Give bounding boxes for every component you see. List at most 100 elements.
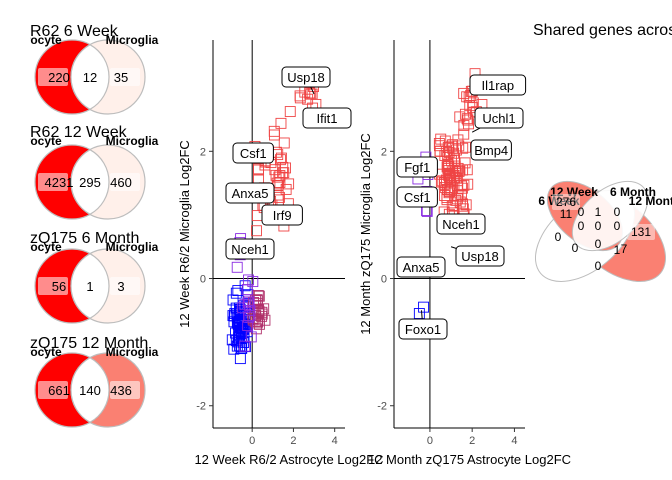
data-point [278, 167, 290, 179]
set-label: 6 Week [538, 194, 579, 208]
data-point [236, 332, 248, 344]
data-point [234, 353, 246, 365]
set-label: 12 Week [550, 185, 598, 199]
data-point [458, 119, 470, 131]
gene-name: Csf1 [240, 146, 267, 161]
gene-label: Foxo1 [398, 310, 448, 340]
gene-label: Nceh1 [436, 213, 486, 235]
data-point [244, 310, 256, 322]
venn-right-label: Microglia [106, 345, 159, 359]
x-axis-label: 12 Week R6/2 Astrocyte Log2FC [194, 452, 383, 467]
data-point [278, 137, 290, 149]
data-point [449, 172, 461, 183]
region-count: 131 [631, 225, 651, 239]
data-point [252, 210, 263, 222]
region-count: 0 [555, 230, 562, 244]
label-box [225, 238, 275, 260]
label-box [261, 204, 303, 226]
data-point [284, 106, 296, 118]
venn-right-count: 460 [110, 175, 132, 190]
data-point [463, 91, 475, 103]
region-count: 0 [614, 219, 621, 233]
y-tick-label: 0 [200, 274, 206, 286]
gene-name: Il1rap [482, 78, 515, 93]
region-count: 0 [578, 205, 585, 219]
y-tick-label: 2 [381, 146, 387, 158]
venn-intersection [70, 43, 110, 111]
data-point [280, 183, 292, 195]
gene-label: Fgf1 [396, 156, 438, 178]
venn-left-count: 220 [48, 70, 70, 85]
data-point [228, 316, 240, 328]
venn-left-label: Astrocyte [6, 134, 62, 148]
data-point [269, 129, 280, 141]
data-point [252, 163, 264, 175]
gene-label: Anxa5 [396, 256, 446, 278]
x-tick-label: 0 [427, 435, 433, 447]
venn-right-label: Microglia [106, 134, 159, 148]
label-box [225, 182, 275, 204]
data-point [247, 276, 259, 288]
data-point [283, 178, 295, 190]
region-count: 1 [614, 243, 621, 257]
gene-label: Bmp4 [470, 139, 512, 161]
data-point [460, 199, 472, 211]
gene-name: Foxo1 [405, 322, 441, 337]
y-tick-label: 0 [381, 274, 387, 286]
gene-name: Nceh1 [231, 242, 269, 257]
data-point [461, 113, 473, 125]
data-point [235, 341, 247, 353]
gene-label: Csf1 [396, 186, 438, 208]
data-point [441, 161, 453, 173]
x-tick-label: 2 [469, 435, 475, 447]
data-point [234, 316, 246, 328]
gene-name: Bmp4 [474, 143, 508, 158]
data-point [454, 196, 466, 208]
venn-intersection [70, 252, 110, 320]
data-point [457, 164, 469, 176]
data-point [460, 141, 471, 153]
region-count: 276 [556, 195, 576, 209]
venn-left-label: Astrocyte [6, 345, 62, 359]
label-box [455, 245, 505, 267]
y-tick-label: -2 [377, 401, 387, 413]
label-box [470, 139, 512, 161]
venn-right-label: Microglia [106, 240, 159, 254]
scatter-panel: 0 2 4 -2 0 2 Usp18 Ifit1 Csf1 Anxa5 Irf9 Nceh1 12 We… [177, 40, 384, 467]
set-label: 12 Month [629, 194, 672, 208]
y-tick-label: 2 [200, 146, 206, 158]
gene-label: Ifit1 [302, 107, 352, 129]
gene-label: Nceh1 [225, 238, 275, 260]
gene-name: Usp18 [461, 249, 499, 264]
data-point [242, 297, 254, 309]
venn-intersection [70, 356, 110, 424]
x-tick-label: 0 [249, 435, 255, 447]
shared-venn-title: Shared genes across [533, 22, 672, 39]
label-box [232, 142, 274, 164]
data-point [302, 93, 314, 105]
gene-name: Uchl1 [482, 111, 515, 126]
data-point [436, 175, 448, 187]
data-point [274, 154, 286, 166]
region-count: 0 [595, 259, 602, 273]
gene-name: Irf9 [273, 208, 292, 223]
data-point [241, 284, 253, 296]
venn-right-count: 35 [114, 70, 128, 85]
data-point [304, 87, 316, 99]
data-point [433, 138, 445, 149]
gene-label: Csf1 [232, 142, 274, 164]
y-axis-label: 12 Month zQ175 Microglia Log2FC [358, 133, 373, 335]
data-point [251, 225, 262, 237]
region-count: 0 [614, 205, 621, 219]
label-box [436, 213, 486, 235]
data-point [231, 261, 243, 273]
venn-shared-count: 295 [79, 175, 101, 190]
set-ellipse [571, 180, 649, 252]
venn-title: R62 6 Week [30, 23, 119, 40]
venn-title: R62 12 Week [30, 124, 128, 141]
region-count: 0 [572, 241, 579, 255]
venn-shared-count: 1 [86, 279, 93, 294]
